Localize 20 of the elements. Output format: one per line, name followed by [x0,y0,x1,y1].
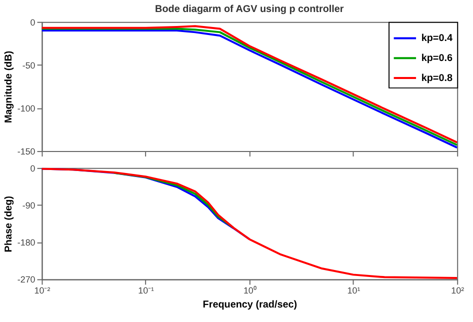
x-tick-label: 10⁻² [34,286,50,296]
x-tick-label: 10⁰ [243,286,256,296]
y-tick-label: 0 [30,17,36,28]
legend-label: kp=0.8 [421,72,453,84]
legend-label: kp=0.6 [421,53,453,64]
legend-label: kp=0.4 [421,33,453,44]
y-tick-label: 0 [30,163,36,174]
y-tick-label: -50 [22,60,36,70]
chart-title: Bode diagarm of AGV using p controller [155,4,344,15]
y-tick-label: -90 [22,200,36,211]
y-axis-title: Phase (deg) [3,196,14,252]
x-axis-title: Frequency (rad/sec) [202,300,298,311]
y-tick-label: -180 [17,238,36,248]
x-tick-label: 10⁻¹ [138,286,154,296]
y-axis-title: Magnitude (dB) [3,50,14,124]
x-tick-label: 10¹ [347,286,360,296]
x-tick-label: 10² [451,286,464,296]
y-tick-label: -150 [17,146,36,157]
y-tick-label: -100 [17,103,36,114]
y-tick-label: -270 [17,274,36,285]
